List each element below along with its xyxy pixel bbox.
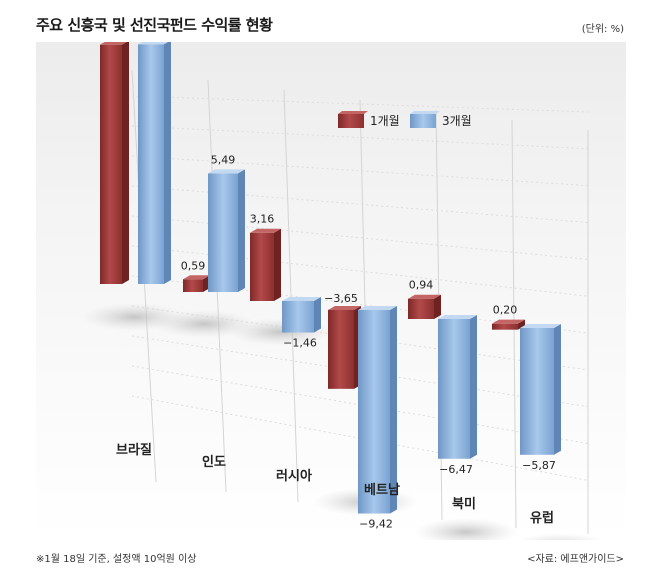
- bar-3month-top: [438, 315, 477, 319]
- bar-3month: [358, 310, 390, 514]
- value-label-1month: −3,65: [324, 292, 358, 305]
- bar-1month: [408, 298, 434, 319]
- category-label: 유럽: [530, 511, 554, 526]
- bar-3month-top: [520, 324, 561, 328]
- grid-line-horizontal: [131, 125, 589, 150]
- category-label: 인도: [202, 454, 226, 470]
- grid-line-horizontal: [131, 95, 589, 113]
- bar-3month-top: [358, 306, 397, 310]
- bar-3month: [208, 173, 238, 292]
- source-note: <자료: 에프앤가이드>: [527, 554, 624, 565]
- bar-3month: [138, 44, 164, 284]
- bar-3month-side: [470, 315, 477, 459]
- unit-label: (단위: %): [581, 24, 624, 35]
- value-label-1month: 0,59: [181, 259, 206, 272]
- value-label-3month: −9,42: [359, 517, 393, 530]
- bar-1month-side: [274, 228, 281, 301]
- bar-chart: 11,0811,100,595,493,16−1,46−3,65−9,420,9…: [82, 42, 607, 540]
- value-label-3month: 5,49: [211, 153, 236, 166]
- bar-1month-top: [250, 228, 281, 233]
- bar-1month-top: [100, 42, 127, 45]
- bar-3month-side: [314, 297, 321, 333]
- bar-3month-side: [164, 42, 171, 284]
- value-label-1month: 0,20: [493, 304, 518, 317]
- bar-3month: [282, 301, 314, 333]
- chart-title: 주요 신흥국 및 선진국펀드 수익률 현황: [36, 16, 273, 34]
- bar-1month-side: [122, 42, 129, 284]
- bar-1month: [250, 232, 274, 301]
- bar-1month-top: [328, 306, 361, 310]
- bar-3month-side: [238, 169, 245, 292]
- grid-line-horizontal: [131, 215, 589, 260]
- grid-line-horizontal: [131, 185, 589, 224]
- bar-3month: [438, 319, 470, 459]
- grid-line-horizontal: [131, 155, 589, 187]
- legend-swatch: [338, 114, 364, 128]
- bar-3month-top: [138, 42, 168, 45]
- legend-label: 1개월: [370, 114, 400, 128]
- bar-3month-top: [282, 297, 321, 301]
- bar-1month-top: [492, 319, 525, 324]
- bar-1month: [492, 323, 518, 330]
- category-label: 러시아: [276, 468, 312, 484]
- category-label: 베트남: [364, 482, 400, 498]
- bar-1month-side: [434, 294, 441, 319]
- bar-1month: [183, 279, 203, 292]
- footnote: ※1월 18일 기준, 설정액 10억원 이상: [36, 554, 197, 565]
- value-label-3month: −1,46: [283, 337, 317, 350]
- bar-shadow: [515, 533, 607, 540]
- legend-swatch-top: [410, 111, 440, 114]
- bar-3month-side: [554, 324, 561, 455]
- legend-label: 3개월: [442, 114, 472, 128]
- bar-shadow: [414, 518, 518, 540]
- value-label-3month: −6,47: [439, 463, 473, 476]
- bar-1month-side: [518, 319, 525, 330]
- value-label-1month: 3,16: [250, 213, 275, 226]
- category-label: 브라질: [116, 442, 152, 458]
- legend-swatch-top: [338, 111, 368, 114]
- bar-3month-top: [208, 169, 245, 174]
- plot-background: [36, 42, 626, 540]
- bar-3month: [520, 328, 554, 455]
- bar-1month-top: [408, 294, 441, 299]
- value-label-3month: −5,87: [522, 459, 556, 472]
- bar-3month-side: [390, 306, 397, 514]
- value-label-1month: 0,94: [409, 279, 434, 292]
- category-label: 북미: [452, 496, 476, 512]
- bar-1month: [328, 310, 354, 389]
- bar-1month: [100, 44, 122, 285]
- legend-swatch: [410, 114, 436, 128]
- bar-1month-top: [183, 275, 210, 280]
